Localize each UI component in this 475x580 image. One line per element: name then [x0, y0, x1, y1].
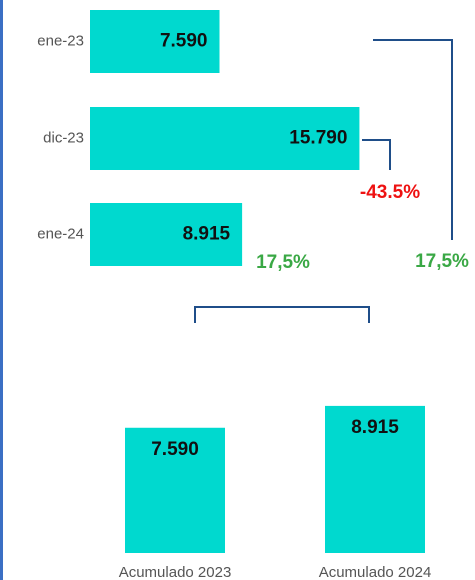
value-label: 7.590 [151, 439, 199, 460]
bar [90, 10, 220, 73]
category-label: dic-23 [43, 129, 84, 146]
category-label: Acumulado 2023 [119, 564, 232, 580]
left-border [0, 0, 3, 580]
bracket [194, 306, 370, 323]
value-label: 7.590 [160, 31, 208, 52]
value-label: 15.790 [289, 128, 347, 149]
bar [325, 405, 425, 553]
annotation: 17,5% [415, 251, 469, 272]
bar [90, 203, 243, 266]
annotation: 17,5% [256, 252, 310, 273]
annotation: -43.5% [360, 182, 420, 203]
category-label: Acumulado 2024 [319, 564, 432, 580]
bracket [373, 39, 453, 240]
value-label: 8.915 [183, 224, 231, 245]
bracket [362, 139, 391, 170]
category-label: ene-23 [37, 32, 84, 49]
bar [125, 427, 225, 553]
value-label: 8.915 [351, 417, 399, 438]
bar [90, 107, 360, 170]
category-label: ene-24 [37, 225, 84, 242]
